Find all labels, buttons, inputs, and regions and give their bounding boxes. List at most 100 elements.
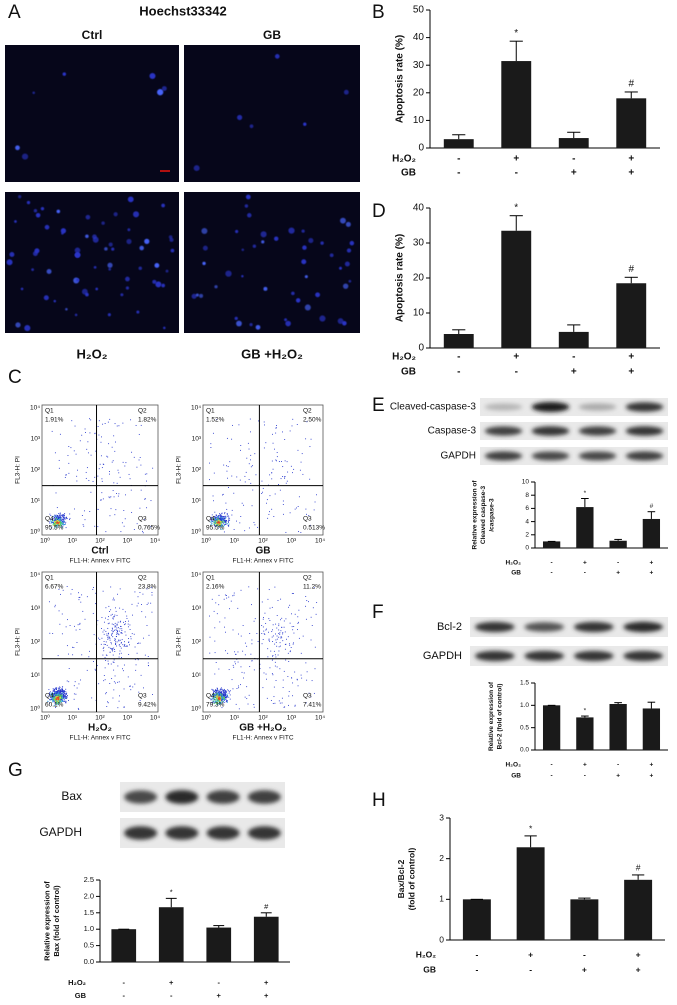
y-tick-label: 10 [413,308,425,319]
event-dot [110,648,111,649]
event-dot [265,630,266,631]
event-dot [64,691,65,692]
event-dot [114,496,115,497]
event-dot [125,494,126,495]
nucleus [196,293,199,296]
event-dot [252,490,253,491]
event-dot [54,689,55,690]
event-dot [272,607,273,608]
nucleus [126,286,129,289]
bar [444,139,474,148]
event-dot [216,515,217,516]
bar [517,847,545,940]
event-dot [226,471,227,472]
event-dot [89,511,90,512]
event-dot [219,621,220,622]
blot-band [485,426,523,435]
y-tick-label: 20 [413,273,425,284]
x-tick-label: 10¹ [68,538,78,545]
event-dot [116,611,117,612]
event-dot [257,527,258,528]
event-dot [250,654,251,655]
nucleus [343,283,348,288]
nucleus [75,252,81,258]
nucleus [301,230,304,233]
event-dot [59,515,60,516]
panel-letter: E [372,395,385,416]
event-dot [105,644,106,645]
event-dot [224,522,225,523]
event-dot [104,630,105,631]
event-dot [267,698,268,699]
event-dot [275,639,276,640]
condition-sign: + [217,991,222,1000]
event-dot [294,672,295,673]
event-dot [68,463,69,464]
event-dot [137,605,138,606]
event-dot [58,655,59,656]
event-dot [264,672,265,673]
event-dot [113,619,114,620]
event-dot [218,604,219,605]
event-dot [292,472,293,473]
blot-band [524,651,564,661]
nucleus [45,225,50,230]
event-dot [107,701,108,702]
event-dot [276,646,277,647]
event-dot [277,615,278,616]
event-dot [220,517,221,518]
event-dot [297,424,298,425]
x-tick-label: 10⁴ [315,538,325,545]
event-dot [252,465,253,466]
event-dot [225,503,226,504]
event-dot [115,627,116,628]
event-dot [66,697,67,698]
x-axis-label: FL1-H: Annex v FITC [232,735,293,742]
bar [570,899,598,940]
event-dot [58,688,59,689]
event-dot [114,630,115,631]
event-dot [215,689,216,690]
nucleus [246,195,251,200]
event-dot [114,615,115,616]
event-dot [131,512,132,513]
event-dot [70,594,71,595]
event-dot [217,688,218,689]
nucleus [136,311,139,314]
event-dot [298,450,299,451]
event-dot [62,697,63,698]
event-dot [148,662,149,663]
event-dot [283,687,284,688]
event-dot [124,644,125,645]
event-dot [101,442,102,443]
event-dot [87,467,88,468]
event-dot [61,694,62,695]
y-axis-label: FL3-H: PI [176,456,183,484]
event-dot [291,678,292,679]
event-dot [243,505,244,506]
event-dot [127,618,128,619]
event-dot [81,435,82,436]
y-tick-label: 0 [418,343,424,354]
event-dot [295,509,296,510]
event-dot [226,700,227,701]
event-dot [221,689,222,690]
nucleus [274,237,278,241]
event-dot [81,594,82,595]
event-dot [62,686,63,687]
condition-sign: - [551,773,553,780]
event-dot [242,672,243,673]
event-dot [53,690,54,691]
y-tick-label: 10³ [192,436,202,443]
nucleus [86,215,91,220]
event-dot [241,636,242,637]
event-dot [284,621,285,622]
event-dot [280,638,281,639]
quadrant-name: Q3 [138,516,147,523]
event-dot [267,656,268,657]
event-dot [118,634,119,635]
nucleus [203,246,208,251]
condition-sign: + [571,367,577,378]
event-dot [228,487,229,488]
event-dot [275,433,276,434]
